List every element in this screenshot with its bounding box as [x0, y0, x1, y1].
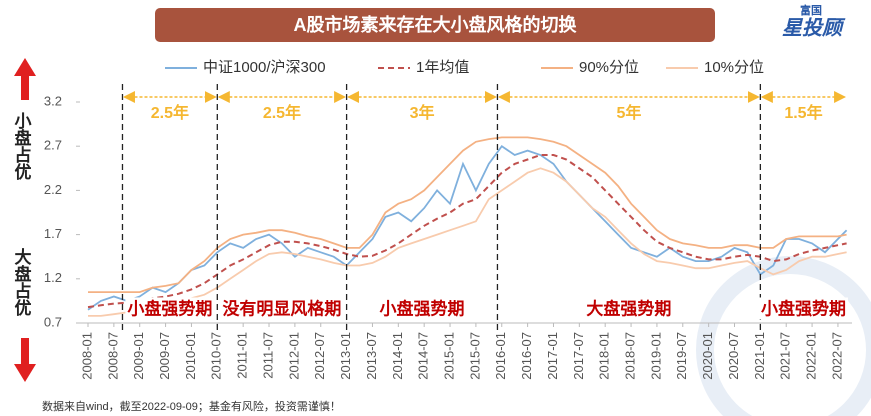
x-tick-label: 2015-07 [467, 332, 482, 380]
legend-label: 中证1000/沪深300 [203, 59, 326, 76]
logo-top: 富国 [800, 3, 822, 17]
x-tick-label: 2013-01 [338, 332, 353, 380]
x-tick-label: 2008-01 [79, 332, 94, 380]
x-tick-label: 2010-07 [209, 332, 224, 380]
x-tick-label: 2012-07 [312, 332, 327, 380]
period-regime: 没有明显风格期 [222, 298, 341, 318]
x-tick-label: 2019-01 [648, 332, 663, 380]
x-tick-label: 2017-01 [545, 332, 560, 380]
x-tick-label: 2009-01 [131, 332, 146, 380]
period-duration: 2.5年 [263, 103, 301, 122]
legend-label: 10%分位 [704, 59, 764, 76]
logo-main: 星投顾 [782, 16, 846, 39]
chart-title: A股市场素来存在大小盘风格的切换 [294, 14, 578, 35]
x-tick-label: 2019-07 [674, 332, 689, 380]
x-tick-label: 2016-01 [493, 332, 508, 380]
legend-label: 90%分位 [579, 59, 639, 76]
x-tick-label: 2020-01 [700, 332, 715, 380]
period-regime: 大盘强势期 [586, 298, 671, 318]
regime-background [220, 297, 344, 320]
x-tick-label: 2016-07 [519, 332, 534, 380]
x-tick-label: 2018-01 [597, 332, 612, 380]
x-tick-label: 2021-01 [752, 332, 767, 380]
period-regime: 小盘强势期 [761, 298, 846, 318]
series-line [87, 144, 848, 311]
x-tick-label: 2011-01 [235, 332, 250, 379]
y-tick-label: 3.2 [44, 93, 62, 108]
y-tick-label: 0.7 [44, 314, 62, 329]
down-arrow [14, 338, 36, 382]
x-tick-label: 2008-07 [105, 332, 120, 380]
series-line [88, 167, 847, 317]
y-top-label: 小盘占优 [12, 112, 32, 181]
x-tick-label: 2013-07 [364, 332, 379, 380]
y-tick-label: 1.7 [44, 226, 62, 241]
y-tick-label: 2.7 [44, 138, 62, 153]
period-regime: 小盘强势期 [127, 298, 212, 318]
x-tick-label: 2022-01 [804, 332, 819, 380]
x-tick-label: 2017-07 [571, 332, 586, 380]
title-banner [155, 8, 715, 42]
y-bottom-label: 大盘占优 [12, 247, 32, 317]
series-line [88, 136, 847, 293]
x-tick-label: 2010-01 [183, 332, 198, 380]
x-tick-label: 2022-07 [829, 332, 844, 380]
x-tick-label: 2011-07 [260, 332, 275, 379]
y-tick-label: 1.2 [44, 270, 62, 285]
watermark [696, 256, 871, 416]
period-duration: 3年 [410, 103, 435, 122]
series-line [87, 154, 847, 309]
legend-label: 1年均值 [416, 59, 469, 76]
source-note: 数据来自wind，截至2022-09-09；基金有风险，投资需谨慎！ [42, 399, 341, 413]
x-tick-label: 2018-07 [622, 332, 637, 380]
x-tick-label: 2020-07 [726, 332, 741, 380]
period-duration: 2.5年 [151, 103, 189, 122]
regime-background [758, 297, 848, 320]
y-tick-label: 2.2 [44, 182, 62, 197]
regime-background [584, 297, 674, 320]
up-arrow [14, 58, 36, 100]
period-duration: 1.5年 [784, 103, 822, 122]
regime-background [125, 297, 215, 320]
x-tick-label: 2012-01 [286, 332, 301, 380]
x-tick-label: 2015-01 [441, 332, 456, 380]
x-tick-label: 2014-01 [390, 332, 405, 380]
period-regime: 小盘强势期 [380, 298, 465, 318]
x-tick-label: 2021-07 [778, 332, 793, 380]
period-duration: 5年 [616, 103, 641, 122]
regime-background [377, 297, 467, 320]
x-tick-label: 2014-07 [416, 332, 431, 380]
x-tick-label: 2009-07 [157, 332, 172, 380]
